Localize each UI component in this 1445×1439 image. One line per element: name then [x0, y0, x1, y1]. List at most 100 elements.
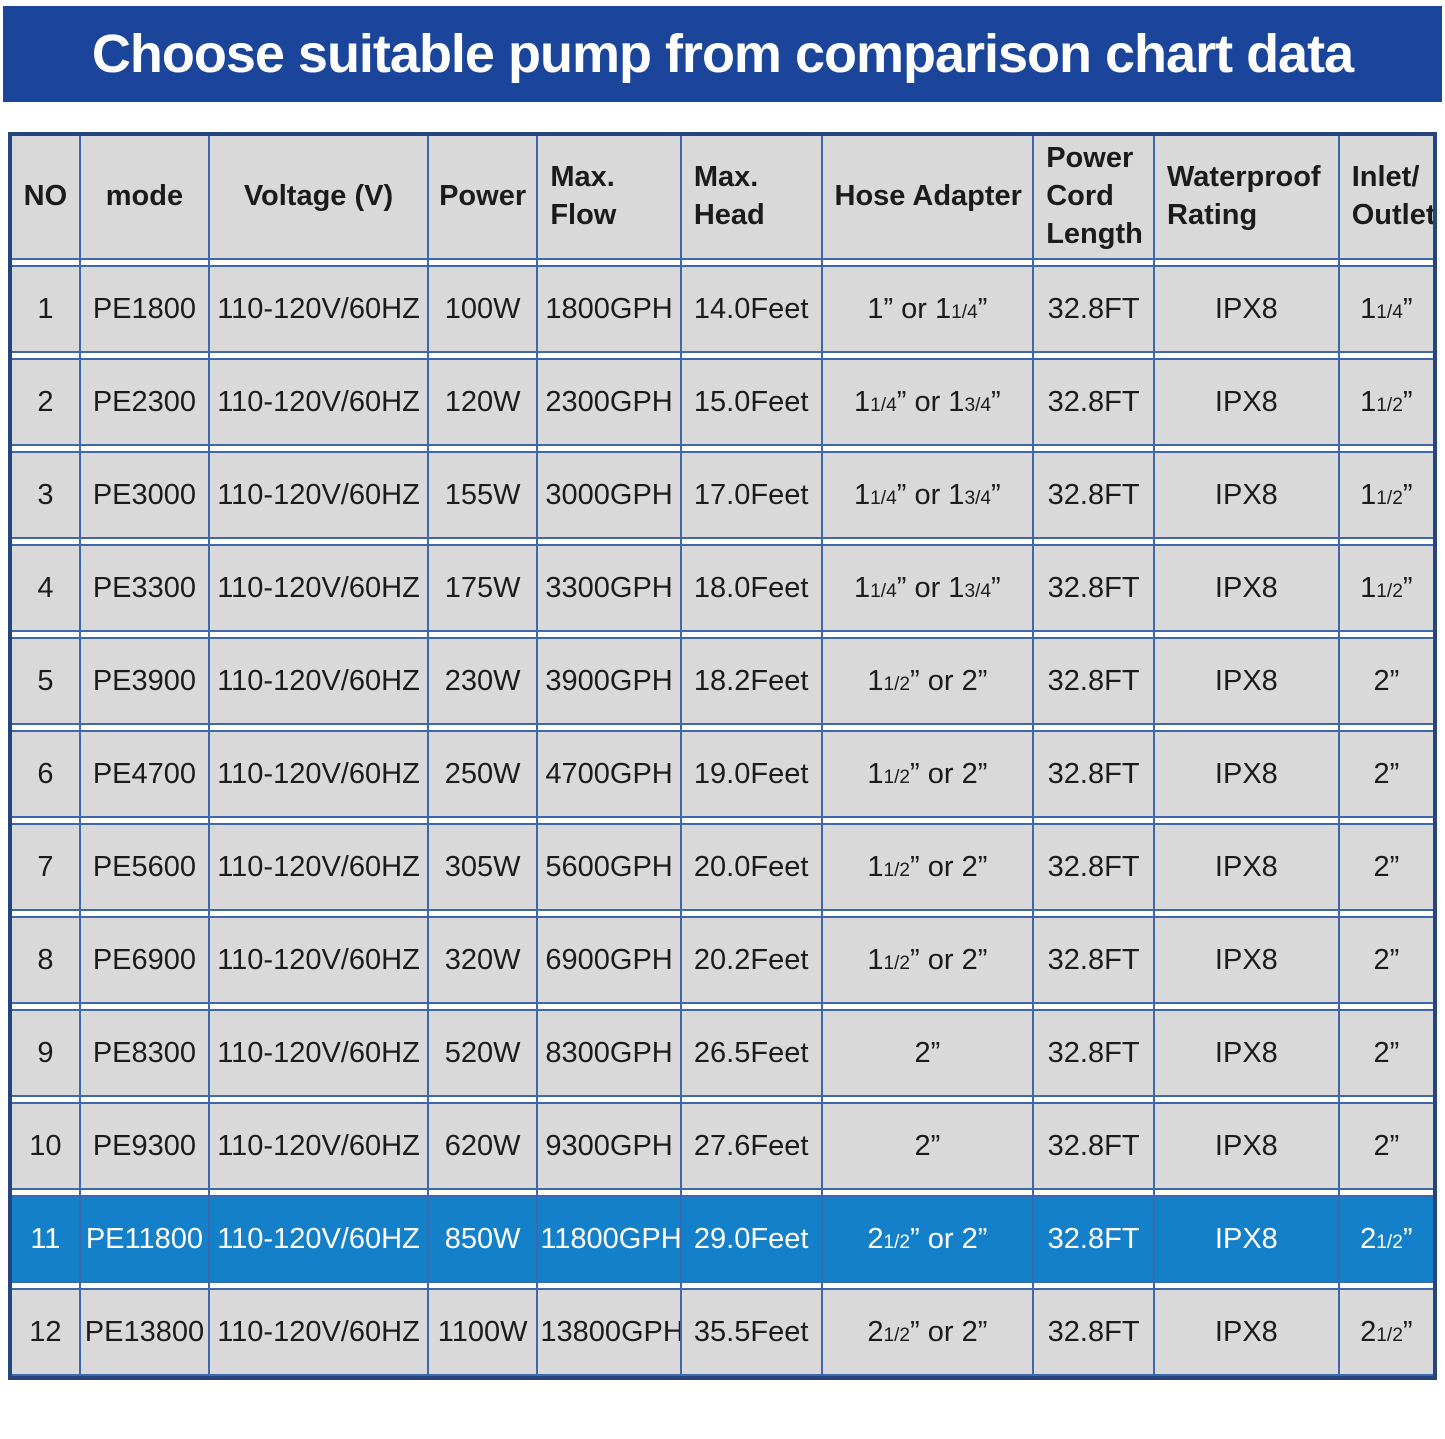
fraction-text: 1/2 [1376, 580, 1403, 602]
cell-waterproof-rating: IPX8 [1153, 358, 1338, 446]
spacer-cell [820, 818, 1033, 823]
spacer-cell [536, 446, 680, 451]
cell-hose-adapter: 11/2” or 2” [820, 730, 1033, 818]
cell-no: 3 [12, 451, 79, 539]
spacer-cell [12, 539, 79, 544]
spacer-cell [536, 260, 680, 265]
cell-inlet-outlet: 11/2” [1337, 544, 1433, 632]
fraction-text: 1/2 [1376, 487, 1403, 509]
spacer-cell [426, 446, 537, 451]
cell-max-head: 29.0Feet [679, 1195, 821, 1283]
spacer-cell [426, 1004, 537, 1009]
cell-no: 5 [12, 637, 79, 725]
cell-max-head: 15.0Feet [679, 358, 821, 446]
cell-waterproof-rating: IPX8 [1153, 1288, 1338, 1376]
cell-max-flow: 5600GPH [536, 823, 680, 911]
cell-no: 12 [12, 1288, 79, 1376]
spacer-cell [820, 1283, 1033, 1288]
spacer-cell [78, 446, 209, 451]
col-header-power: Power [426, 136, 537, 260]
spacer-cell [820, 539, 1033, 544]
spacer-cell [12, 353, 79, 358]
cell-power-cord-length: 32.8FT [1032, 265, 1153, 353]
cell-hose-adapter: 11/4” or 13/4” [820, 358, 1033, 446]
cell-voltage: 110-120V/60HZ [208, 1009, 427, 1097]
cell-inlet-outlet: 2” [1337, 916, 1433, 1004]
cell-power-cord-length: 32.8FT [1032, 358, 1153, 446]
spacer-cell [1337, 632, 1433, 637]
cell-max-flow: 11800GPH [536, 1195, 680, 1283]
cell-max-flow: 8300GPH [536, 1009, 680, 1097]
spacer-cell [78, 353, 209, 358]
spacer-cell [1032, 911, 1153, 916]
spacer-cell [426, 1190, 537, 1195]
spacer-cell [679, 353, 821, 358]
spacer-cell [1337, 1004, 1433, 1009]
cell-max-head: 27.6Feet [679, 1102, 821, 1190]
cell-mode: PE9300 [78, 1102, 209, 1190]
cell-max-head: 20.2Feet [679, 916, 821, 1004]
spacer-cell [1153, 1004, 1338, 1009]
spacer-cell [78, 818, 209, 823]
spacer-cell [12, 1283, 79, 1288]
pump-comparison-table-wrap: NO mode Voltage (V) Power Max. Flow Max.… [8, 132, 1437, 1380]
cell-inlet-outlet: 2” [1337, 823, 1433, 911]
table-row: 3 PE3000 110-120V/60HZ 155W 3000GPH 17.0Feet 1… [12, 451, 1433, 539]
cell-max-head: 35.5Feet [679, 1288, 821, 1376]
cell-mode: PE8300 [78, 1009, 209, 1097]
fraction-text: 1/2 [1376, 1231, 1403, 1253]
spacer-cell [679, 725, 821, 730]
cell-power: 320W [426, 916, 537, 1004]
spacer-cell [536, 911, 680, 916]
cell-max-flow: 9300GPH [536, 1102, 680, 1190]
spacer-cell [679, 911, 821, 916]
spacer-cell [78, 1283, 209, 1288]
spacer-cell [536, 1190, 680, 1195]
fraction-text: 1/4 [870, 487, 897, 509]
table-row: 9 PE8300 110-120V/60HZ 520W 8300GPH 26.5Feet 2… [12, 1009, 1433, 1097]
spacer-cell [679, 1097, 821, 1102]
page-title: Choose suitable pump from comparison cha… [91, 24, 1354, 84]
cell-voltage: 110-120V/60HZ [208, 1102, 427, 1190]
cell-no: 1 [12, 265, 79, 353]
spacer-cell [426, 911, 537, 916]
spacer-cell [1337, 725, 1433, 730]
cell-waterproof-rating: IPX8 [1153, 637, 1338, 725]
cell-inlet-outlet: 11/4” [1337, 265, 1433, 353]
cell-power-cord-length: 32.8FT [1032, 1102, 1153, 1190]
cell-power: 520W [426, 1009, 537, 1097]
spacer-cell [426, 260, 537, 265]
spacer-cell [679, 1190, 821, 1195]
spacer-cell [536, 1283, 680, 1288]
spacer-cell [820, 911, 1033, 916]
spacer-cell [208, 260, 427, 265]
cell-max-head: 18.0Feet [679, 544, 821, 632]
cell-voltage: 110-120V/60HZ [208, 265, 427, 353]
cell-mode: PE1800 [78, 265, 209, 353]
spacer-cell [1032, 1190, 1153, 1195]
row-spacer [12, 911, 1433, 916]
cell-no: 8 [12, 916, 79, 1004]
spacer-cell [208, 1190, 427, 1195]
cell-waterproof-rating: IPX8 [1153, 1009, 1338, 1097]
cell-inlet-outlet: 21/2” [1337, 1288, 1433, 1376]
spacer-cell [426, 1097, 537, 1102]
cell-power-cord-length: 32.8FT [1032, 1009, 1153, 1097]
spacer-cell [536, 818, 680, 823]
spacer-cell [1153, 725, 1338, 730]
cell-inlet-outlet: 21/2” [1337, 1195, 1433, 1283]
cell-waterproof-rating: IPX8 [1153, 1102, 1338, 1190]
spacer-cell [426, 353, 537, 358]
spacer-cell [426, 1283, 537, 1288]
row-spacer [12, 353, 1433, 358]
table-row: 12 PE13800 110-120V/60HZ 1100W 13800GPH 35.5F… [12, 1288, 1433, 1376]
cell-power-cord-length: 32.8FT [1032, 544, 1153, 632]
fraction-text: 1/2 [883, 1231, 911, 1253]
spacer-cell [208, 1004, 427, 1009]
spacer-cell [78, 911, 209, 916]
cell-mode: PE3900 [78, 637, 209, 725]
spacer-cell [78, 1004, 209, 1009]
row-spacer [12, 1097, 1433, 1102]
cell-max-flow: 3300GPH [536, 544, 680, 632]
spacer-cell [78, 539, 209, 544]
